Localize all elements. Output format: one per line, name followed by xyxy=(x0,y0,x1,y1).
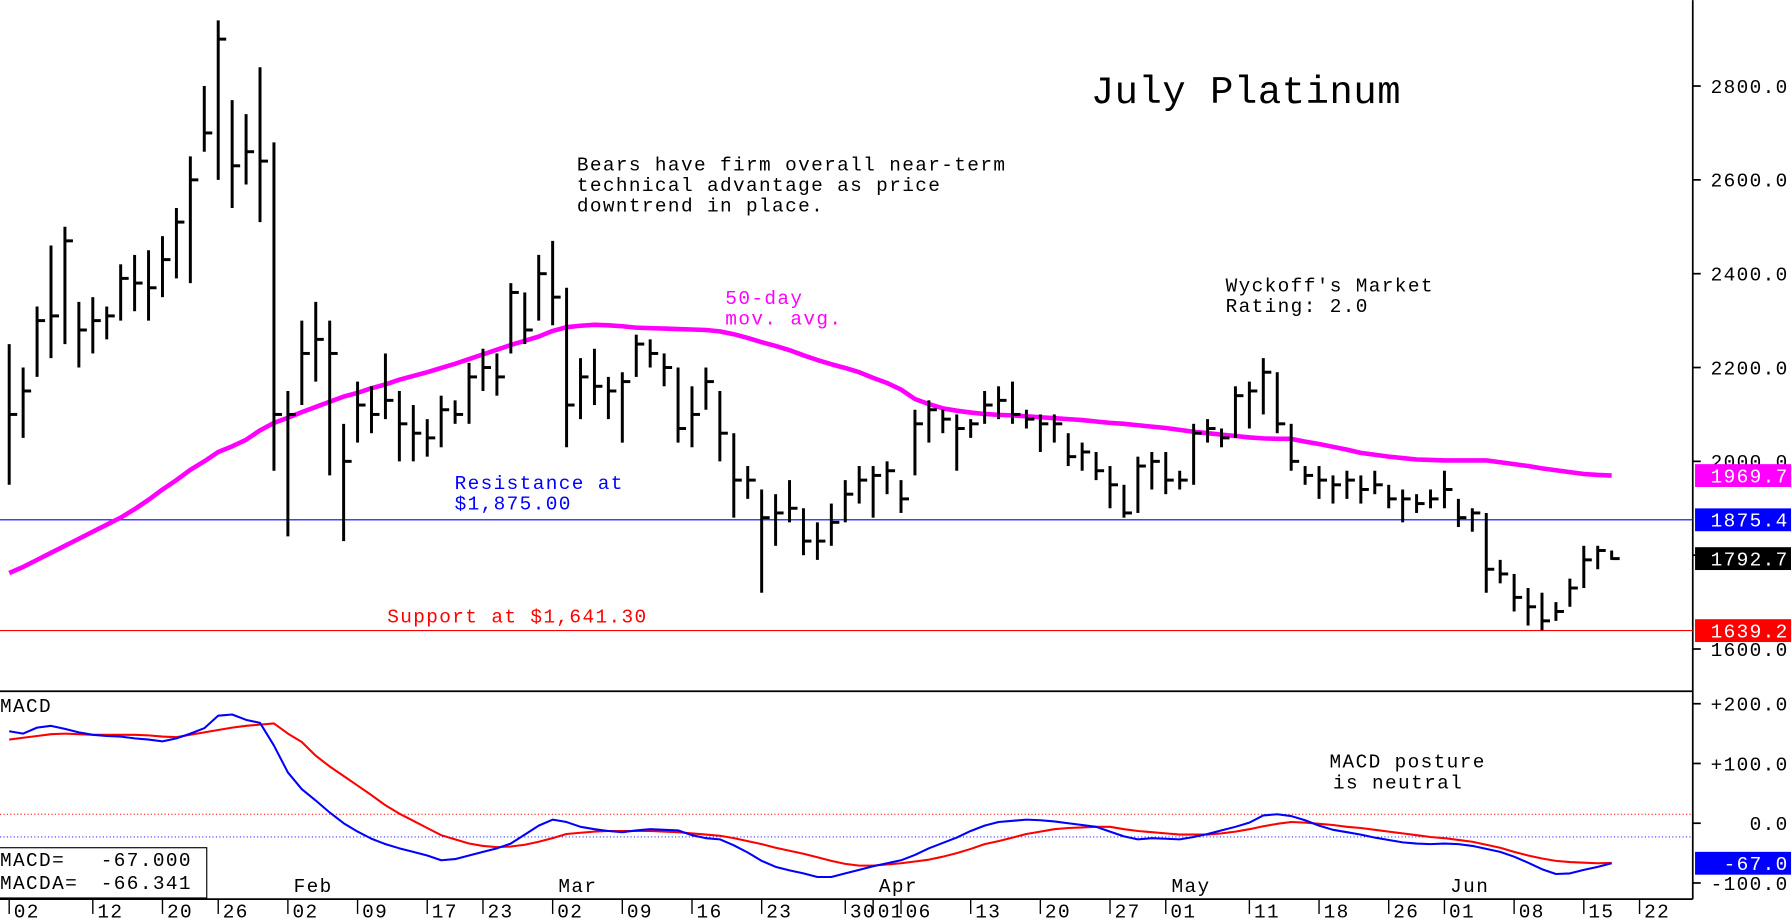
chart-title: July Platinum xyxy=(1091,71,1401,115)
macd-line xyxy=(9,722,1612,867)
x-tick-label: 20 xyxy=(167,901,193,921)
x-tick-label: 23 xyxy=(766,901,792,921)
x-tick-label: 09 xyxy=(627,901,653,921)
annotation: Rating: 2.0 xyxy=(1226,296,1369,318)
x-tick-label: 08 xyxy=(1519,901,1545,921)
month-label: Mar xyxy=(558,876,597,898)
month-label: Feb xyxy=(294,876,333,898)
y-tick-label: 1600.0 xyxy=(1711,640,1789,662)
panel-title: MACD xyxy=(0,696,52,718)
x-tick-label: 02 xyxy=(557,901,583,921)
y-tick-label: -100.0 xyxy=(1711,874,1789,896)
y-tick-label: 2800.0 xyxy=(1711,77,1789,99)
x-tick-label: 09 xyxy=(362,901,388,921)
x-tick-label: 02 xyxy=(292,901,318,921)
y-tick-label: 2400.0 xyxy=(1711,265,1789,287)
x-tick-label: 12 xyxy=(97,901,123,921)
readout-box xyxy=(0,847,208,899)
x-tick-label: 30 xyxy=(850,901,876,921)
moving-average xyxy=(8,322,1612,576)
annotation: is neutral xyxy=(1333,772,1463,794)
y-tick-label: 0.0 xyxy=(1750,814,1789,836)
annotation: MACD posture xyxy=(1330,752,1486,774)
value-box-label: 1875.4 xyxy=(1711,511,1789,533)
value-box xyxy=(1695,464,1791,487)
annotation: technical advantage as price xyxy=(577,175,941,197)
annotation: Wyckoff's Market xyxy=(1226,275,1434,297)
value-box xyxy=(1695,508,1791,532)
x-tick-label: 16 xyxy=(697,901,723,921)
level-label: Support at $1,641.30 xyxy=(387,607,647,629)
x-tick-label: 06 xyxy=(906,901,932,921)
ma-label: mov. avg. xyxy=(725,309,842,331)
x-tick-label: 15 xyxy=(1588,901,1614,921)
x-tick-label: 17 xyxy=(432,901,458,921)
x-tick-label: 02 xyxy=(14,901,40,921)
x-tick-label: 01 xyxy=(1170,901,1196,921)
y-tick-label: 2600.0 xyxy=(1711,171,1789,193)
x-tick-label: 20 xyxy=(1045,901,1071,921)
x-tick-label: 27 xyxy=(1115,901,1141,921)
readout-label: MACD= xyxy=(0,850,65,872)
x-tick-label: 26 xyxy=(223,901,249,921)
annotation: Bears have firm overall near-term xyxy=(577,154,1007,176)
value-box xyxy=(1695,851,1791,875)
value-box-label: 1792.7 xyxy=(1711,549,1789,571)
value-box-label: -67.0 xyxy=(1724,854,1789,876)
readout-value: -67.000 xyxy=(101,850,192,872)
level-label: $1,875.00 xyxy=(455,494,572,516)
x-tick-label: 18 xyxy=(1324,901,1350,921)
month-label: May xyxy=(1171,876,1210,898)
value-box-label: 1639.2 xyxy=(1711,621,1789,643)
ma-label: 50-day xyxy=(725,288,803,310)
x-tick-label: 11 xyxy=(1254,901,1280,921)
level-label: Resistance at xyxy=(455,473,624,495)
x-tick-label: 22 xyxy=(1644,901,1670,921)
month-label: Jun xyxy=(1450,876,1489,898)
y-tick-label: +100.0 xyxy=(1711,754,1789,776)
month-label: Apr xyxy=(879,876,918,898)
annotation: downtrend in place. xyxy=(577,195,824,217)
x-tick-label: 01 xyxy=(878,901,904,921)
x-tick-label: 01 xyxy=(1449,901,1475,921)
y-tick-label: +200.0 xyxy=(1711,695,1789,717)
y-tick-label: 2200.0 xyxy=(1711,358,1789,380)
readout-label: MACDA= xyxy=(0,873,78,895)
x-tick-label: 23 xyxy=(488,901,514,921)
readout-value: -66.341 xyxy=(101,873,192,895)
x-tick-label: 26 xyxy=(1393,901,1419,921)
value-box-label: 1969.7 xyxy=(1711,466,1789,488)
value-box xyxy=(1695,547,1791,571)
value-box xyxy=(1695,619,1791,643)
x-tick-label: 13 xyxy=(975,901,1001,921)
macd-line xyxy=(9,713,1612,879)
